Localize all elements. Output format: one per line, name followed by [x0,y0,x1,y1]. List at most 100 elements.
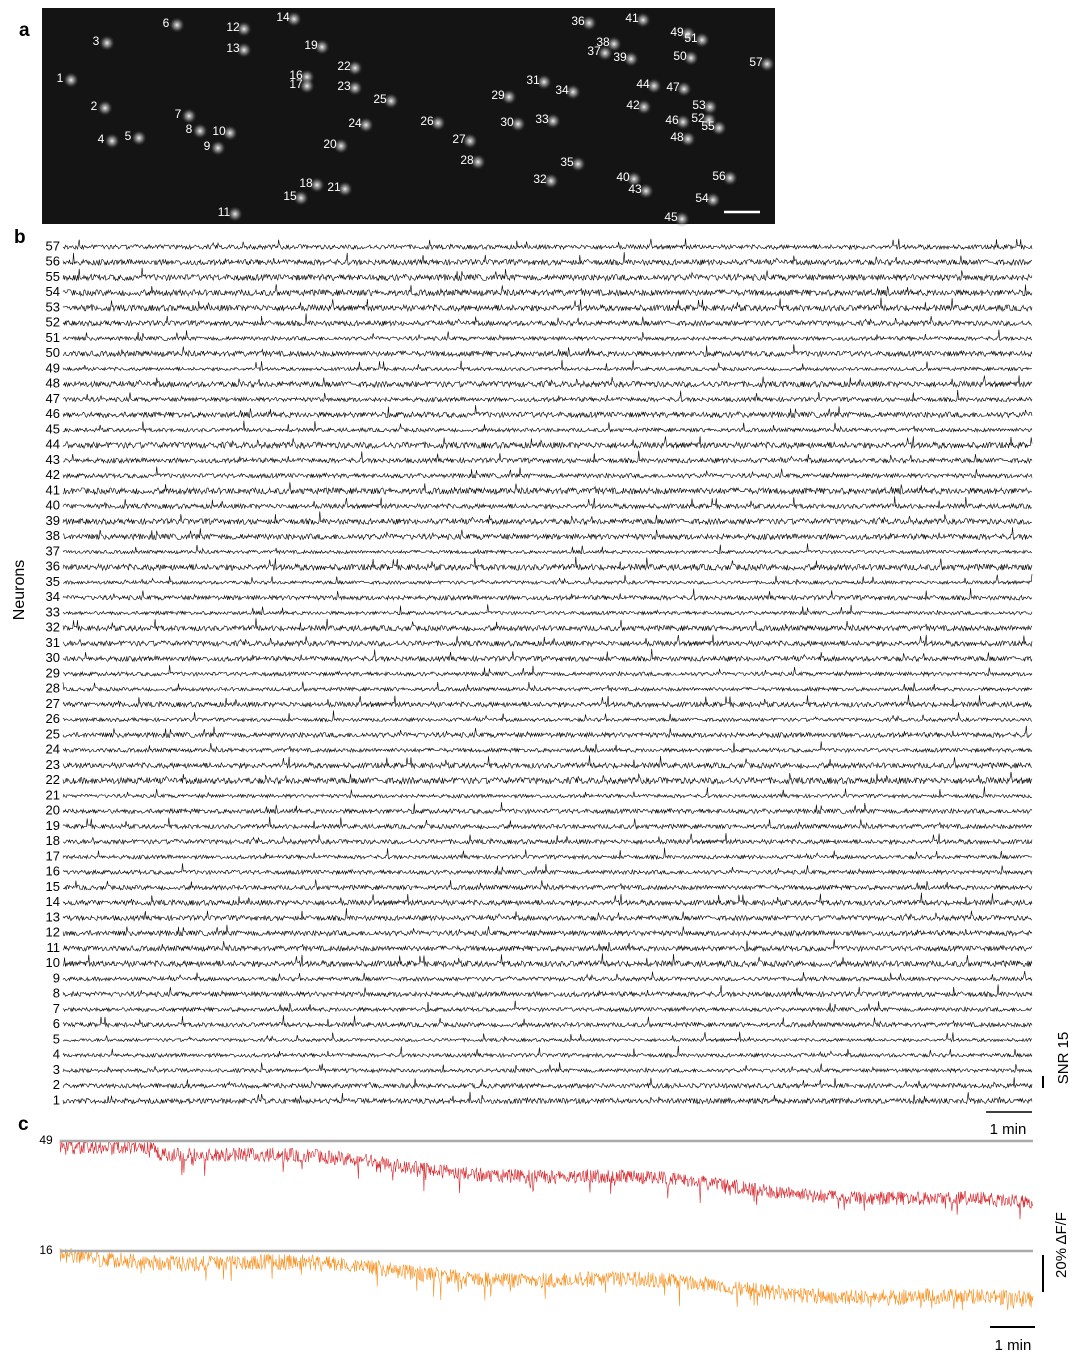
row-label: 35 [46,574,60,589]
cell [636,99,652,115]
cell-label: 27 [452,132,466,146]
cell-label: 48 [670,130,684,144]
trace [62,1031,1033,1043]
panel-label: b [14,227,26,248]
cell [333,138,349,154]
trace [62,816,1033,830]
cell-label: 53 [692,98,706,112]
row-label: 9 [53,970,60,985]
y-axis-label: Neurons [11,560,28,620]
trace [62,252,1033,267]
cell-label: 8 [186,122,193,136]
trace [62,436,1033,450]
cell-label: 51 [684,31,698,45]
cell [536,74,552,90]
cell [501,89,517,105]
cell [638,183,654,199]
row-label: 26 [46,711,60,726]
trace [62,1045,1033,1059]
row-label: 54 [46,284,60,299]
cell [309,177,325,193]
trace [62,313,1033,327]
cell [169,17,185,33]
row-label: 45 [46,421,60,436]
row-label: 40 [46,498,60,513]
row-label: 25 [46,726,60,741]
trace [62,771,1033,786]
trace [62,755,1033,770]
cell [131,130,147,146]
trace [62,297,1033,313]
cell-label: 7 [175,107,182,121]
trace [62,359,1033,372]
row-label: 8 [53,986,60,1001]
cell-label: 39 [613,50,627,64]
cell-label: 22 [337,59,351,73]
trace [62,375,1033,389]
cell-label: 50 [673,49,687,63]
trace [63,879,1033,891]
cell [676,81,692,97]
row-label: 55 [46,269,60,284]
row-label: 10 [46,955,60,970]
trace [62,694,1033,709]
cell [581,15,597,31]
cell-label: 13 [226,41,240,55]
row-label: 50 [46,345,60,360]
trace [62,238,1033,251]
row-label: 49 [46,360,60,375]
cell-label: 4 [98,132,105,146]
cell-label: 11 [218,205,231,219]
cell-label: 44 [636,77,650,91]
cell [646,78,662,94]
cell-label: 52 [691,111,705,125]
trace [62,389,1033,403]
row-label: 34 [46,589,60,604]
cell-label: 9 [204,139,211,153]
cell-label: 15 [283,189,297,203]
cell-label: 17 [289,77,303,91]
cell [705,192,721,208]
trace [62,833,1033,846]
cell [545,113,561,129]
cell [635,12,651,28]
trace [62,1062,1033,1074]
cell-label: 40 [616,170,630,184]
cell-label: 20 [323,137,337,151]
cell [210,140,226,156]
cell [606,36,622,52]
row-label: 23 [46,757,60,772]
trace [62,527,1033,541]
row-label: 5 [53,1031,60,1046]
cell [358,117,374,133]
cell [104,133,120,149]
row-label: 36 [46,559,60,574]
cell-label: 18 [299,176,313,190]
row-label: 51 [46,330,60,345]
cell-label: 36 [571,14,585,28]
cell [347,80,363,96]
row-label: 19 [46,818,60,833]
row-label: 1 [53,1092,60,1107]
trace [62,1077,1033,1090]
cell [543,173,559,189]
cell [236,21,252,37]
cell-label: 10 [212,124,226,138]
trace [62,681,1033,693]
cell [227,206,243,222]
cell [347,60,363,76]
cell-label: 34 [555,83,569,97]
cell-label: 12 [226,20,240,34]
cell [293,190,309,206]
cell-label: 28 [460,153,474,167]
trace [62,665,1033,678]
cell-label: 57 [749,55,763,69]
row-label: 16 [46,864,60,879]
row-label: 56 [46,254,60,269]
cell-label: 29 [491,88,505,102]
cell-label: 2 [91,99,98,113]
trace [62,648,1033,663]
row-label: 42 [46,467,60,482]
row-label: 53 [46,299,60,314]
